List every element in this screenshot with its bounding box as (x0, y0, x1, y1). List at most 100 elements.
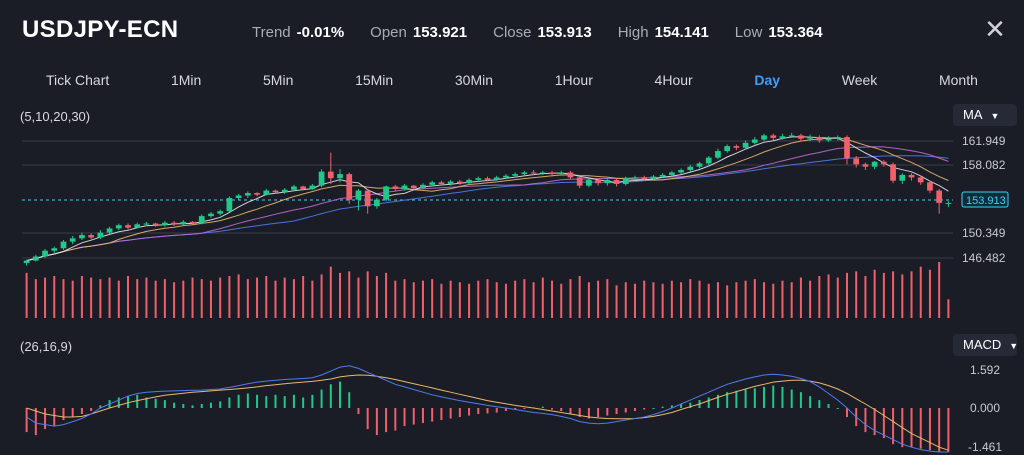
volume-bar (440, 283, 443, 318)
macd-histogram-bar (311, 394, 314, 408)
volume-bar (329, 266, 332, 318)
volume-bar (182, 280, 185, 318)
macd-histogram-bar (551, 408, 554, 410)
macd-histogram-bar (624, 408, 627, 413)
macd-selector[interactable]: MACD ▼ (953, 334, 1018, 356)
candle-body (254, 193, 260, 195)
volume-bar (302, 276, 305, 318)
volume-bar (403, 279, 406, 318)
volume-bar (707, 283, 710, 318)
candle-body (152, 223, 159, 226)
volume-bar (680, 282, 683, 318)
candle-body (622, 178, 629, 184)
macd-histogram-bar (468, 408, 471, 416)
candle-body (862, 164, 869, 167)
volume-bar (366, 271, 369, 318)
last-price-badge (961, 191, 1009, 208)
tab-month[interactable]: Month (938, 72, 978, 88)
volume-bar (514, 280, 517, 318)
macd-histogram-bar (394, 408, 397, 431)
volume-bar (25, 272, 28, 318)
macd-histogram-bar (145, 397, 148, 408)
volume-bar (873, 269, 876, 318)
tab-week[interactable]: Week (841, 72, 878, 88)
macd-histogram-bar (348, 392, 351, 408)
candle-body (263, 190, 270, 195)
volume-bar (763, 282, 766, 318)
volume-bar (560, 283, 563, 318)
candle-body (475, 178, 482, 180)
candle-body (530, 172, 537, 174)
candle-body (337, 174, 343, 179)
volume-bar (34, 279, 37, 318)
macd-histogram-bar (541, 406, 544, 408)
macd-histogram-bar (845, 408, 848, 418)
volume-bar (597, 280, 600, 318)
tab-4hour[interactable]: 4Hour (654, 72, 693, 88)
tab-1hour[interactable]: 1Hour (554, 72, 593, 88)
candle-body (355, 190, 362, 200)
symbol-title: USDJPY-ECN (22, 16, 179, 43)
candle-body (825, 138, 832, 141)
candle-body (659, 174, 666, 177)
chart-grid (22, 140, 953, 259)
ma-params: (5,10,20,30) (20, 109, 91, 124)
macd-histogram-bar (716, 394, 719, 408)
volume-bar (928, 269, 931, 318)
candle-body (189, 221, 196, 224)
candle-body (106, 228, 113, 233)
moving-average-lines (26, 136, 949, 262)
tab-30min[interactable]: 30Min (454, 72, 494, 88)
macd-histogram-bar (228, 397, 231, 408)
volume-bar (209, 280, 212, 318)
macd-histogram-bar (827, 404, 830, 408)
volume-bar (486, 279, 489, 318)
candle-body (696, 163, 703, 167)
volume-bar (615, 285, 618, 318)
macd-histogram-bar (173, 402, 176, 408)
candle-body (217, 211, 224, 214)
macd-histogram-bar (191, 405, 194, 408)
tab-day[interactable]: Day (754, 72, 781, 88)
close-icon[interactable]: ✕ (984, 14, 1006, 44)
stat-label: Open (370, 24, 407, 41)
macd-histogram-bar (928, 408, 931, 451)
candle-body (576, 177, 583, 186)
macd-histogram-bar (292, 394, 295, 408)
macd-histogram-bar (643, 408, 646, 410)
volume-bar (449, 280, 452, 318)
candle-body (23, 260, 30, 264)
volume-bar (394, 280, 397, 318)
macd-histogram-bar (910, 408, 913, 448)
volume-bar (901, 274, 904, 318)
macd-histogram-bar (256, 394, 259, 408)
macd-histogram-bar (62, 408, 65, 421)
tab-15min[interactable]: 15Min (355, 72, 394, 88)
candle-body (208, 213, 214, 217)
candle-body (899, 174, 906, 181)
macd-histogram-bar (237, 394, 240, 408)
candle-body (733, 146, 740, 148)
volume-bar (127, 276, 130, 318)
candle-body (724, 146, 731, 152)
macd-histogram-bar (504, 408, 507, 412)
stat-label: Trend (252, 24, 291, 41)
tab-5min[interactable]: 5Min (263, 72, 294, 88)
timeframe-tabs: Tick Chart 1Min 5Min 15Min 30Min 1Hour 4… (0, 70, 1024, 96)
macd-histogram-bar (34, 408, 37, 436)
candle-body (641, 177, 648, 180)
candle-body (613, 179, 620, 184)
tab-1min[interactable]: 1Min (170, 72, 202, 88)
stat-value: 154.141 (654, 24, 709, 41)
tab-tick-chart[interactable]: Tick Chart (46, 72, 110, 88)
volume-bar (799, 277, 802, 318)
macd-histogram-bar (486, 408, 489, 414)
ma-selector[interactable]: MA ▼ (953, 104, 1017, 126)
candle-body (678, 170, 684, 173)
volume-bar (661, 283, 664, 318)
last-price-label: 153.913 (966, 195, 1006, 207)
ma5-line (26, 136, 949, 262)
volume-bar (633, 283, 636, 318)
candle-body (567, 172, 574, 178)
